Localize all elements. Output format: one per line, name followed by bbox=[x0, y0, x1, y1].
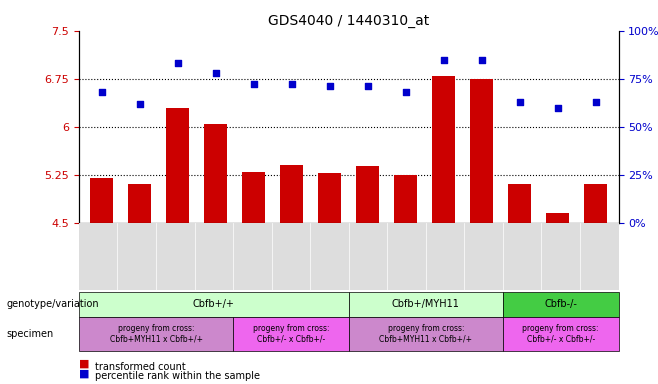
Bar bbox=[394, 175, 417, 223]
Point bbox=[134, 101, 145, 107]
Bar bbox=[470, 79, 493, 223]
Text: progeny from cross:
Cbfb+MYH11 x Cbfb+/+: progeny from cross: Cbfb+MYH11 x Cbfb+/+ bbox=[379, 324, 472, 344]
Point bbox=[401, 89, 411, 95]
Text: progeny from cross:
Cbfb+MYH11 x Cbfb+/+: progeny from cross: Cbfb+MYH11 x Cbfb+/+ bbox=[109, 324, 203, 344]
Text: specimen: specimen bbox=[7, 329, 54, 339]
Bar bbox=[584, 184, 607, 223]
Bar bbox=[357, 166, 379, 223]
Point bbox=[97, 89, 107, 95]
Bar bbox=[166, 108, 189, 223]
Text: ■: ■ bbox=[79, 359, 89, 369]
Bar bbox=[205, 124, 227, 223]
Text: Cbfb+/MYH11: Cbfb+/MYH11 bbox=[392, 299, 460, 310]
Point bbox=[363, 83, 373, 89]
Bar bbox=[242, 172, 265, 223]
Point bbox=[286, 81, 297, 88]
Text: genotype/variation: genotype/variation bbox=[7, 299, 99, 310]
Point bbox=[211, 70, 221, 76]
Point bbox=[553, 104, 563, 111]
Bar bbox=[546, 213, 569, 223]
Text: ■: ■ bbox=[79, 368, 89, 378]
Text: progeny from cross:
Cbfb+/- x Cbfb+/-: progeny from cross: Cbfb+/- x Cbfb+/- bbox=[522, 324, 599, 344]
Text: progeny from cross:
Cbfb+/- x Cbfb+/-: progeny from cross: Cbfb+/- x Cbfb+/- bbox=[253, 324, 329, 344]
Bar bbox=[318, 173, 341, 223]
Bar bbox=[128, 184, 151, 223]
Point bbox=[324, 83, 335, 89]
Text: transformed count: transformed count bbox=[95, 362, 186, 372]
Point bbox=[590, 99, 601, 105]
Text: Cbfb-/-: Cbfb-/- bbox=[544, 299, 577, 310]
Text: percentile rank within the sample: percentile rank within the sample bbox=[95, 371, 261, 381]
Point bbox=[249, 81, 259, 88]
Point bbox=[438, 56, 449, 63]
Bar bbox=[90, 178, 113, 223]
Bar bbox=[280, 165, 303, 223]
Point bbox=[515, 99, 525, 105]
Title: GDS4040 / 1440310_at: GDS4040 / 1440310_at bbox=[268, 14, 430, 28]
Point bbox=[476, 56, 487, 63]
Point bbox=[172, 60, 183, 66]
Bar bbox=[509, 184, 531, 223]
Text: Cbfb+/+: Cbfb+/+ bbox=[193, 299, 235, 310]
Bar bbox=[432, 76, 455, 223]
